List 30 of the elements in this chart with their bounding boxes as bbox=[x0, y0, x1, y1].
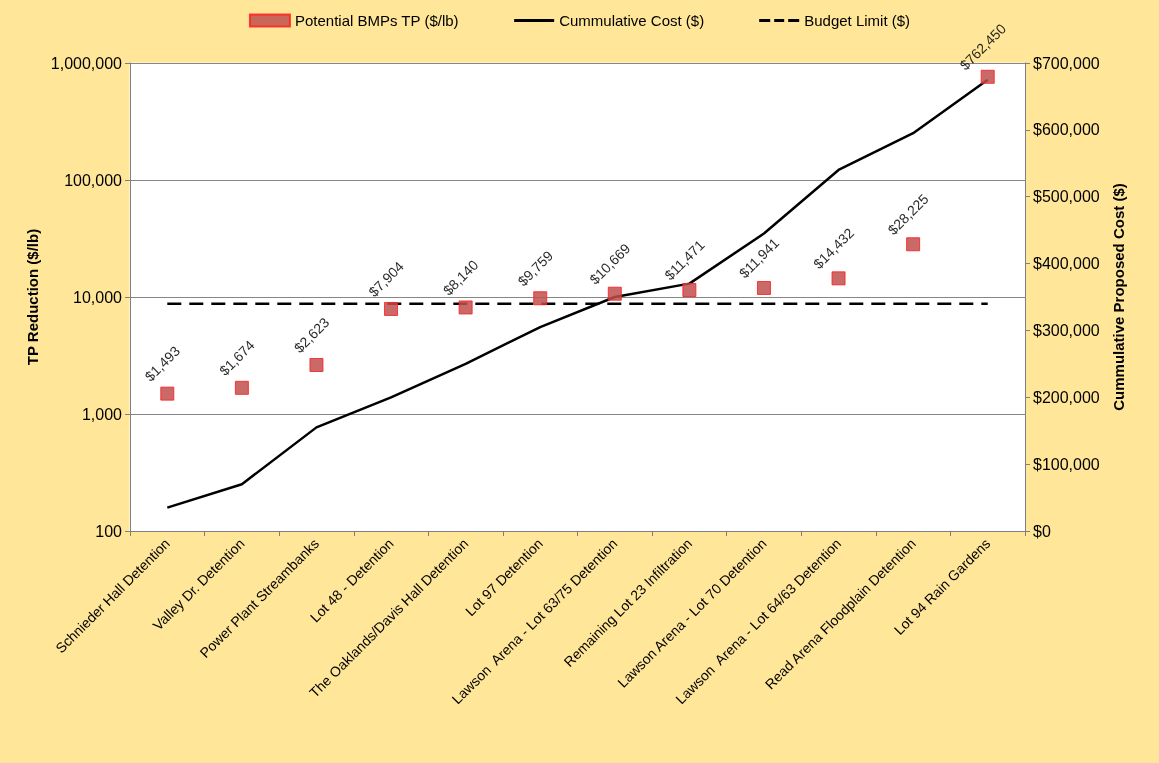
y-tick-label: 100 bbox=[95, 522, 123, 540]
y2-axis-title: Cummulative Proposed Cost ($) bbox=[1109, 183, 1127, 411]
y2-tick-label: $100,000 bbox=[1033, 455, 1100, 473]
y2-tick-label: $700,000 bbox=[1033, 54, 1100, 72]
point bbox=[831, 271, 846, 286]
point bbox=[384, 301, 399, 316]
point bbox=[160, 386, 175, 401]
y-tick-label: 1,000,000 bbox=[50, 54, 123, 72]
legend-label: Potential BMPs TP ($/lb) bbox=[294, 12, 459, 29]
point bbox=[682, 283, 697, 298]
y2-tick-label: $500,000 bbox=[1033, 188, 1100, 206]
legend-label: Budget Limit ($) bbox=[804, 12, 911, 29]
y-axis-title: TP Reduction ($/lb) bbox=[23, 228, 41, 366]
y-tick-label: 10,000 bbox=[73, 288, 123, 306]
y2-tick-label: $200,000 bbox=[1033, 388, 1100, 406]
y2-tick-label: $400,000 bbox=[1033, 255, 1100, 273]
y2-tick-label: $600,000 bbox=[1033, 121, 1100, 139]
y2-tick-label: $300,000 bbox=[1033, 321, 1100, 339]
y2-tick-label: $0 bbox=[1033, 522, 1051, 540]
point bbox=[980, 69, 995, 84]
point bbox=[309, 358, 324, 372]
point bbox=[234, 380, 249, 395]
point bbox=[458, 300, 473, 315]
point bbox=[906, 237, 921, 252]
point bbox=[756, 280, 771, 295]
point bbox=[533, 291, 548, 306]
y-tick-label: 1,000 bbox=[81, 405, 123, 423]
legend-label: Cummulative Cost ($) bbox=[559, 12, 705, 29]
y-tick-label: 100,000 bbox=[64, 171, 123, 189]
point bbox=[607, 286, 622, 301]
